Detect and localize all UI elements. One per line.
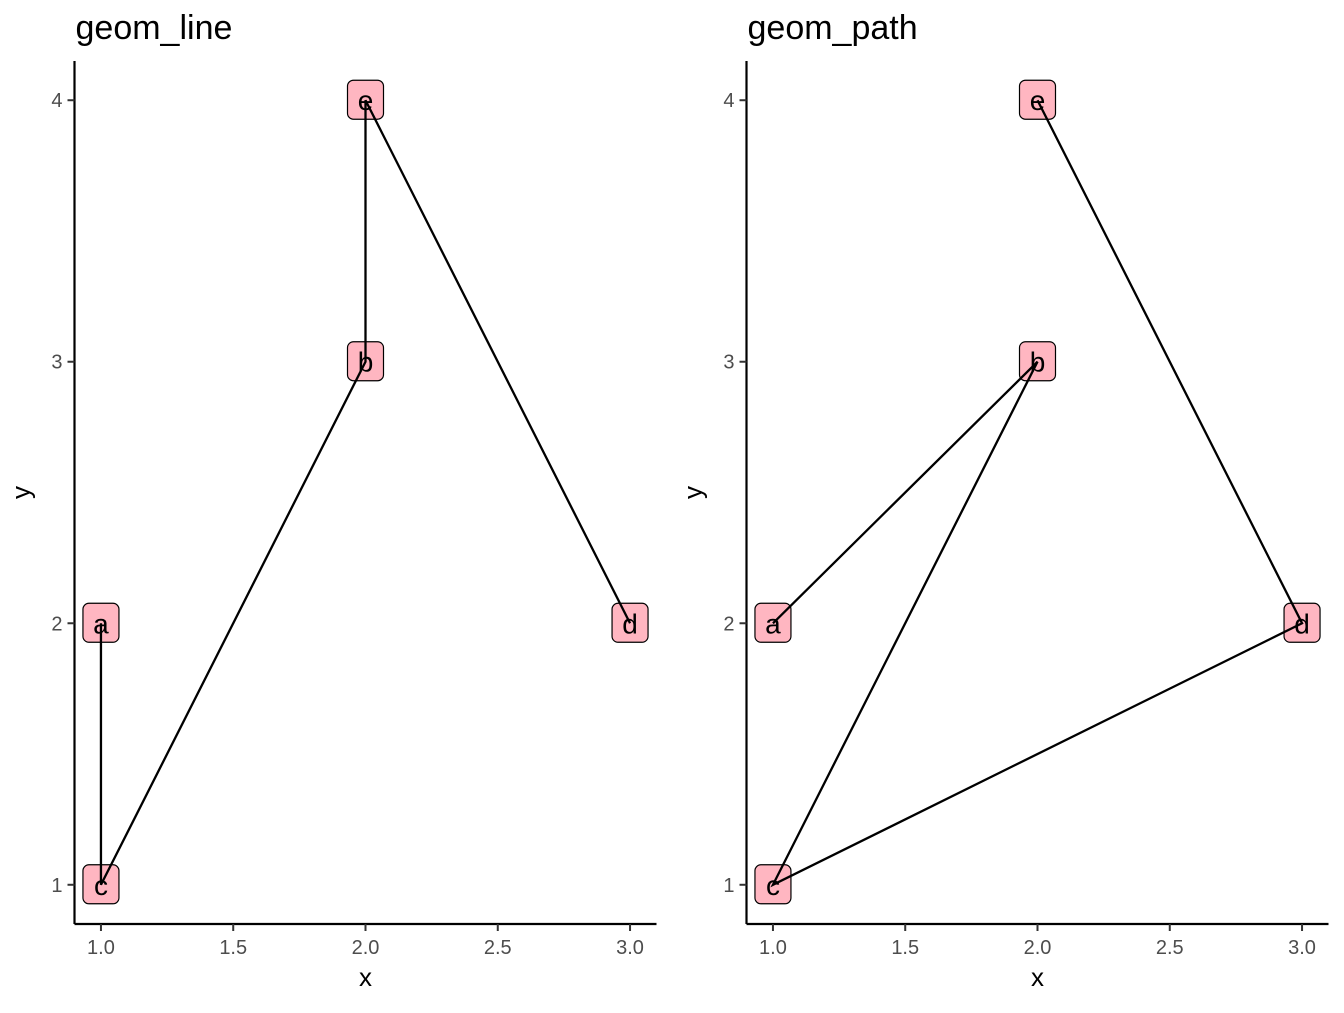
y-tick-label: 3 [723, 352, 734, 374]
series-line [99, 99, 632, 886]
x-tick-label: 1.5 [891, 937, 919, 959]
y-tick-label: 2 [51, 613, 62, 635]
y-tick-label: 2 [723, 613, 734, 635]
x-tick-label: 2.5 [484, 937, 512, 959]
y-axis-label: y [6, 486, 36, 499]
series-line [770, 99, 1304, 888]
x-tick-label: 1.0 [759, 937, 787, 959]
x-tick-label: 2.5 [1156, 937, 1184, 959]
x-axis-label: x [1031, 962, 1044, 992]
x-tick-label: 3.0 [616, 937, 644, 959]
x-tick-label: 2.0 [352, 937, 380, 959]
y-axis-label: y [678, 486, 708, 499]
y-tick-label: 4 [51, 90, 62, 112]
x-tick-label: 3.0 [1288, 937, 1316, 959]
y-tick-label: 1 [51, 875, 62, 897]
x-tick-label: 2.0 [1024, 937, 1052, 959]
y-tick-label: 1 [723, 875, 734, 897]
y-tick-label: 4 [723, 90, 734, 112]
chart-title: geom_path [748, 9, 918, 47]
x-tick-label: 1.0 [87, 937, 115, 959]
y-tick-label: 3 [51, 352, 62, 374]
x-axis-label: x [359, 962, 372, 992]
label-box-e [1018, 79, 1057, 120]
chart-title: geom_line [76, 9, 233, 47]
point-label-a: a [765, 608, 781, 639]
x-tick-label: 1.5 [219, 937, 247, 959]
